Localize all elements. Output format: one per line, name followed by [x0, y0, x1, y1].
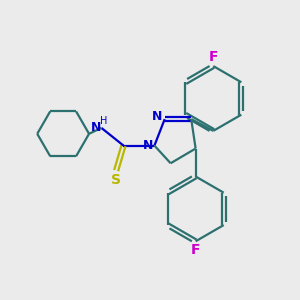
Text: F: F [208, 50, 218, 64]
Text: H: H [100, 116, 107, 126]
Text: S: S [110, 173, 121, 187]
Text: F: F [191, 243, 200, 257]
Text: N: N [152, 110, 163, 123]
Text: N: N [143, 139, 153, 152]
Text: N: N [91, 122, 101, 134]
